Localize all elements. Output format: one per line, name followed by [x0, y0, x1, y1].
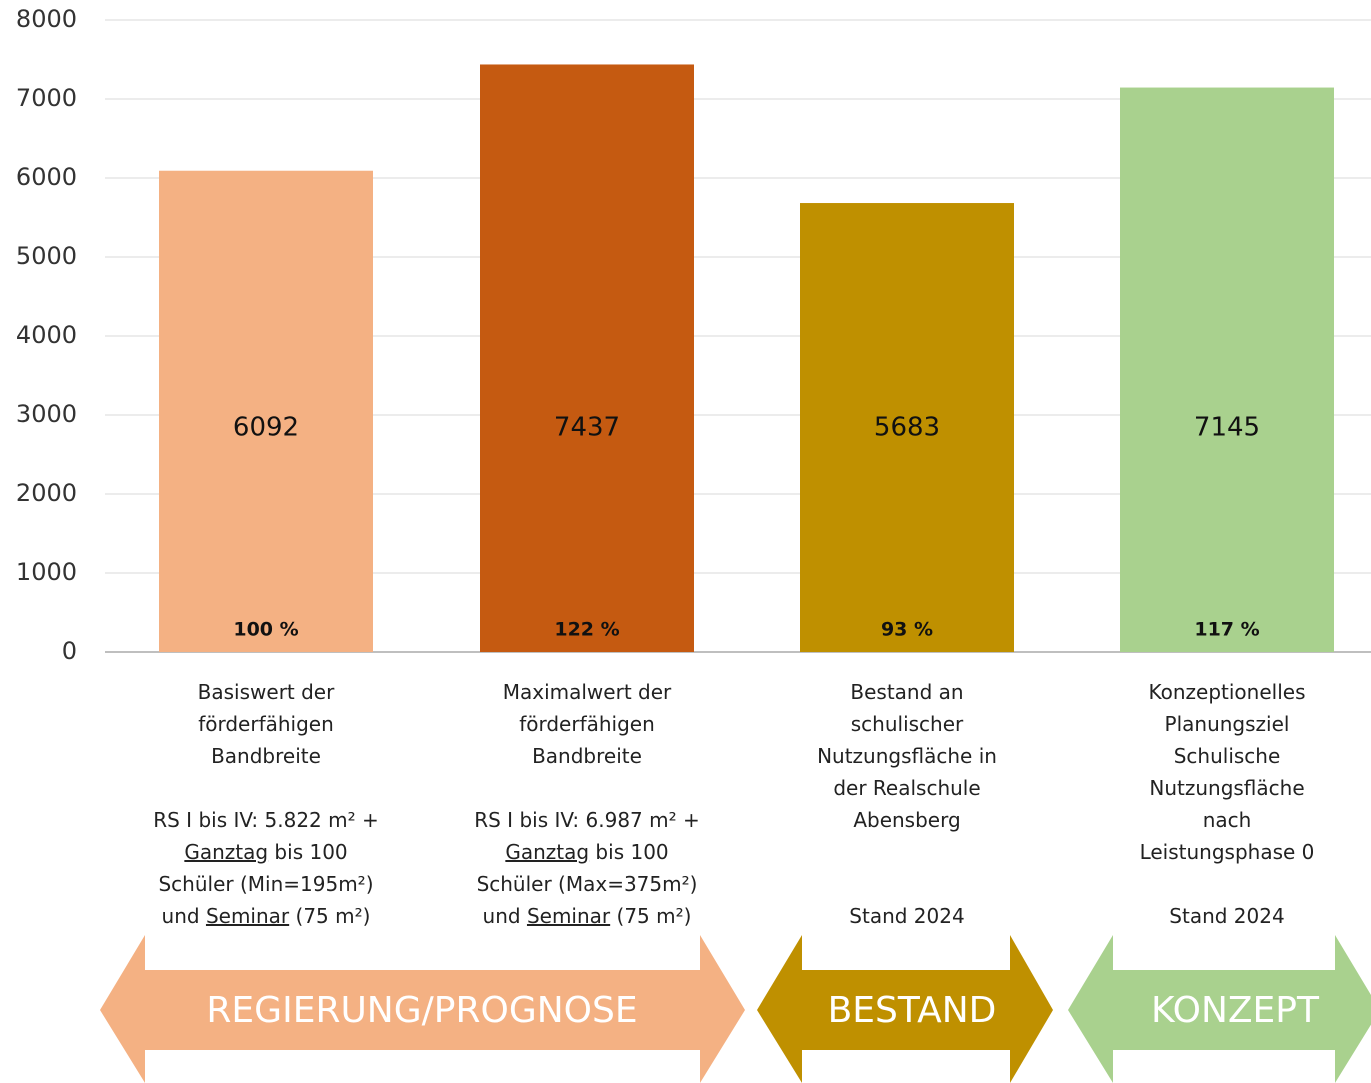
y-tick-label: 8000 [16, 5, 77, 33]
y-tick-label: 2000 [16, 479, 77, 507]
note-text: (75 m²) [289, 904, 371, 928]
y-tick-label: 0 [62, 637, 77, 665]
y-tick-label: 6000 [16, 163, 77, 191]
note-text: Ganztag [184, 840, 269, 864]
note-text: Ganztag [505, 840, 590, 864]
x-tick-label: Bestand an schulischer Nutzungsfläche in… [817, 680, 997, 832]
category-note: Stand 2024 [792, 900, 1022, 932]
band-label: REGIERUNG/PROGNOSE [206, 990, 637, 1031]
bar [800, 203, 1014, 652]
x-tick-label: Konzeptionelles Planungsziel Schulische … [1139, 680, 1315, 864]
y-tick-label: 1000 [16, 558, 77, 586]
value-label: 7437 [554, 413, 620, 443]
band-arrow [1068, 935, 1371, 1083]
band-label: BESTAND [828, 990, 997, 1031]
x-tick-label: Maximalwert der förderfähigen Bandbreite [502, 680, 672, 768]
share-label: 93 % [881, 619, 933, 641]
note-text: Stand 2024 [1169, 904, 1285, 928]
bar [480, 64, 694, 653]
x-tick-label: Basiswert der förderfähigen Bandbreite [197, 680, 335, 768]
y-tick-label: 4000 [16, 321, 77, 349]
note-text: Seminar [526, 904, 611, 928]
note-text: Seminar [205, 904, 290, 928]
value-label: 6092 [233, 413, 299, 443]
value-label: 5683 [874, 413, 940, 443]
band-arrow [757, 935, 1053, 1083]
note-text: RS I bis IV: 5.822 m² + [153, 808, 379, 832]
y-tick-label: 5000 [16, 242, 77, 270]
share-label: 122 % [554, 619, 619, 641]
category-note: RS I bis IV: 6.987 m² + Ganztag bis 100 … [472, 804, 702, 932]
category-note: RS I bis IV: 5.822 m² + Ganztag bis 100 … [151, 804, 381, 932]
bar [1120, 87, 1334, 653]
note-text: (75 m²) [610, 904, 692, 928]
category-note: Stand 2024 [1112, 900, 1342, 932]
y-tick-label: 3000 [16, 400, 77, 428]
note-text: bis 100 Schüler (Min=195m²) und [158, 840, 374, 928]
band-label: KONZEPT [1151, 990, 1320, 1031]
share-label: 100 % [233, 619, 298, 641]
band-arrow [100, 935, 745, 1083]
share-label: 117 % [1194, 619, 1259, 641]
note-text: RS I bis IV: 6.987 m² + [474, 808, 700, 832]
note-text: bis 100 Schüler (Max=375m²) und [476, 840, 698, 928]
bar [159, 170, 373, 652]
value-label: 7145 [1194, 413, 1260, 443]
y-tick-label: 7000 [16, 84, 77, 112]
note-text: Stand 2024 [849, 904, 965, 928]
